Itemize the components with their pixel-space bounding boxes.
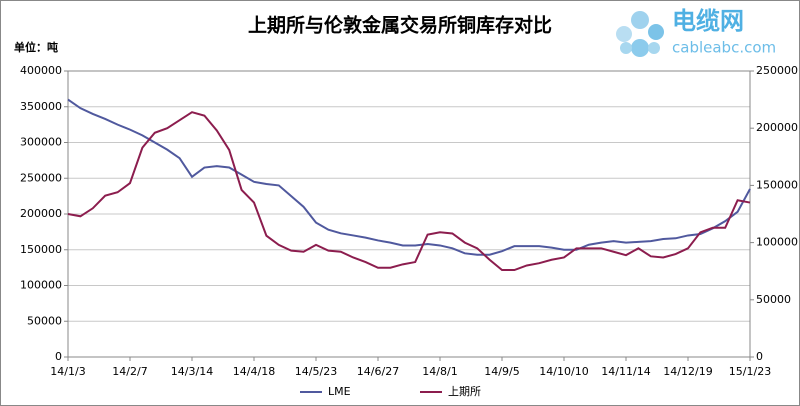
y-tick-label: 350000	[20, 100, 62, 113]
x-tick-label: 14/3/14	[171, 365, 213, 378]
x-tick-label: 14/9/5	[484, 365, 519, 378]
y-tick-label: 250000	[20, 171, 62, 184]
x-tick-label: 15/1/23	[729, 365, 771, 378]
x-tick-label: 14/1/3	[50, 365, 85, 378]
y2-tick-label: 100000	[756, 236, 798, 249]
legend-label: 上期所	[448, 385, 481, 398]
chart-title: 上期所与伦敦金属交易所铜库存对比	[248, 14, 552, 37]
logo-icon	[616, 11, 664, 57]
x-tick-label: 14/5/23	[295, 365, 337, 378]
x-tick-label: 14/8/1	[422, 365, 457, 378]
y-tick-label: 100000	[20, 279, 62, 292]
x-tick-label: 14/11/14	[601, 365, 650, 378]
x-tick-label: 14/12/19	[663, 365, 712, 378]
y-tick-label: 50000	[27, 314, 62, 327]
y2-tick-label: 150000	[756, 178, 798, 191]
logo-title: 电缆网	[672, 7, 744, 35]
y2-tick-label: 50000	[756, 293, 791, 306]
y-tick-label: 0	[55, 350, 62, 363]
x-tick-label: 14/10/10	[539, 365, 588, 378]
x-tick-label: 14/2/7	[112, 365, 147, 378]
unit-label: 单位：吨	[14, 40, 58, 54]
y2-tick-label: 200000	[756, 121, 798, 134]
y-tick-label: 200000	[20, 207, 62, 220]
y-tick-label: 300000	[20, 136, 62, 149]
y2-tick-label: 0	[756, 350, 763, 363]
logo-subtitle: cableabc.com	[672, 39, 776, 57]
series-line	[67, 98, 751, 256]
x-tick-label: 14/6/27	[357, 365, 399, 378]
legend-label: LME	[328, 385, 351, 398]
series-line	[67, 111, 751, 272]
y2-tick-label: 250000	[756, 64, 798, 77]
y-tick-label: 150000	[20, 243, 62, 256]
x-tick-label: 14/4/18	[233, 365, 275, 378]
y-tick-label: 400000	[20, 64, 62, 77]
